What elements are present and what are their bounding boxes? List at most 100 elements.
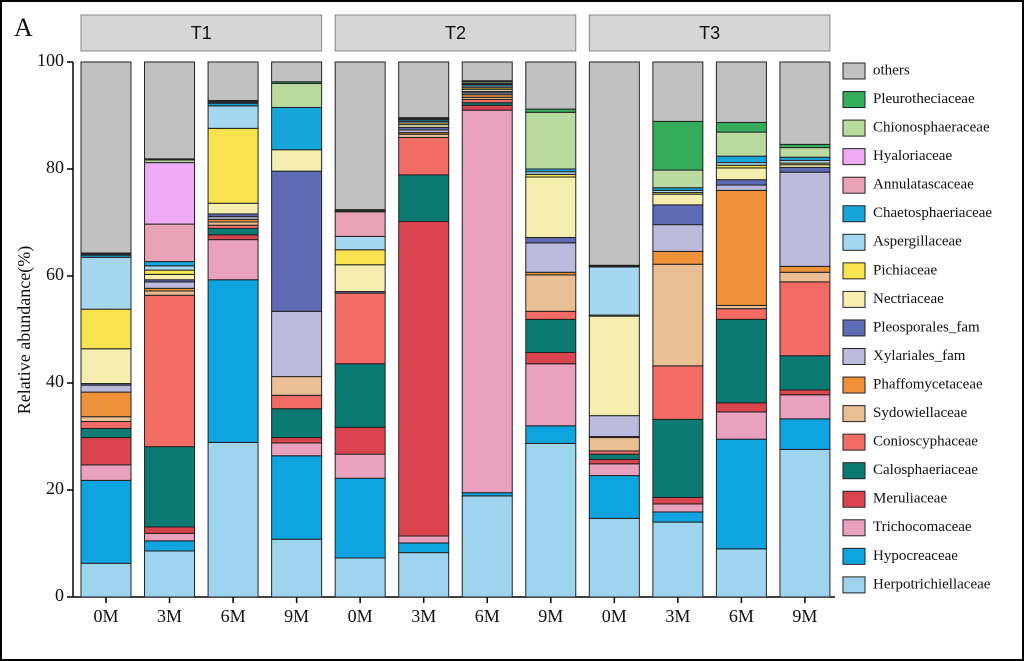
legend-label: Trichocomaceae (873, 519, 972, 535)
bar-segment (779, 271, 831, 283)
x-tick-label: 0M (602, 606, 627, 626)
bar-segment (80, 416, 132, 423)
bar-segment (144, 446, 196, 528)
bar-segment (144, 526, 196, 534)
x-tick-label: 6M (475, 606, 500, 626)
bar-segment (271, 149, 323, 172)
bar-segment (715, 184, 767, 191)
legend-label: Phaffomycetaceae (873, 376, 983, 392)
bar-segment (588, 517, 640, 598)
bar-segment (144, 261, 196, 267)
bar-segment (715, 155, 767, 164)
bar-segment (715, 402, 767, 413)
bar-segment (144, 223, 196, 263)
bar-segment (80, 427, 132, 439)
bar-segment (398, 535, 450, 544)
legend-swatch (842, 119, 866, 137)
bar-segment (715, 308, 767, 320)
bar-segment (525, 425, 577, 444)
legend-swatch (842, 205, 866, 223)
legend-label: Meruliaceae (873, 491, 947, 507)
legend-label: Hyaloriaceae (873, 148, 952, 164)
bar-segment (715, 189, 767, 306)
bar-segment (398, 61, 450, 119)
bar-segment (588, 415, 640, 438)
bar-segment (525, 363, 577, 427)
bar-segment (715, 121, 767, 133)
bar-segment (144, 61, 196, 160)
legend-label: Xylariales_fam (873, 348, 966, 364)
bar-segment (207, 239, 259, 281)
y-axis-label: Relative abundance(%) (14, 246, 35, 414)
group-header (334, 14, 577, 52)
group-header (588, 14, 831, 52)
legend-swatch (842, 91, 866, 109)
bar-segment (271, 442, 323, 457)
bar-segment (461, 61, 513, 82)
bar-segment (779, 394, 831, 420)
x-tick-label: 9M (284, 606, 309, 626)
bar-segment (80, 348, 132, 385)
bar-segment (398, 542, 450, 554)
bar-segment (207, 127, 259, 204)
bar-segment (525, 61, 577, 110)
bar-segment (779, 389, 831, 396)
bar-segment (461, 109, 513, 494)
bar-segment (398, 136, 450, 176)
legend-swatch (842, 148, 866, 166)
y-tick-label: 60 (46, 264, 64, 284)
bar-segment (779, 147, 831, 158)
bar-segment (334, 477, 386, 559)
legend-swatch (842, 176, 866, 194)
bar-segment (334, 426, 386, 455)
legend-label: others (873, 62, 910, 78)
bar-segment (398, 174, 450, 222)
bar-segment (779, 166, 831, 173)
bar-segment (715, 438, 767, 550)
bar-segment (80, 562, 132, 598)
x-tick-label: 9M (538, 606, 563, 626)
bar-segment (715, 179, 767, 186)
bar-segment (271, 437, 323, 444)
bar-segment (80, 256, 132, 310)
bar-segment (80, 421, 132, 429)
legend-swatch (842, 547, 866, 565)
bar-segment (461, 495, 513, 598)
bar-segment (271, 394, 323, 410)
bar-segment (525, 242, 577, 273)
group-label: T2 (445, 23, 466, 43)
bar-segment (652, 204, 704, 226)
bar-segment (588, 315, 640, 417)
bar-segment (779, 171, 831, 267)
legend-label: Pichiaceae (873, 262, 937, 278)
y-tick-label: 20 (46, 478, 64, 498)
legend-label: Annulatascaceae (873, 177, 974, 193)
y-tick-label: 100 (37, 50, 64, 70)
bar-segment (144, 281, 196, 289)
bar-segment (715, 411, 767, 440)
bar-segment (588, 266, 640, 316)
bar-segment (525, 176, 577, 238)
legend-label: Hypocreaceae (873, 548, 958, 564)
legend-label: Pleosporales_fam (873, 319, 980, 335)
bar-segment (207, 105, 259, 129)
bar-segment (207, 61, 259, 102)
panel-label: A (14, 13, 33, 42)
bar-segment (779, 448, 831, 598)
bar-segment (271, 455, 323, 540)
legend-label: Conioscyphaceae (873, 434, 978, 450)
legend-label: Sydowiellaceae (873, 405, 967, 421)
legend-swatch (842, 348, 866, 365)
bar-segment (525, 236, 577, 244)
y-tick-label: 40 (46, 371, 64, 391)
bar-segment (715, 61, 767, 123)
x-tick-label: 6M (729, 606, 754, 626)
bar-segment (652, 120, 704, 171)
bar-segment (652, 511, 704, 523)
bar-segment (779, 355, 831, 391)
legend-swatch (842, 319, 866, 337)
bar-segment (271, 538, 323, 598)
bar-segment (334, 61, 386, 211)
